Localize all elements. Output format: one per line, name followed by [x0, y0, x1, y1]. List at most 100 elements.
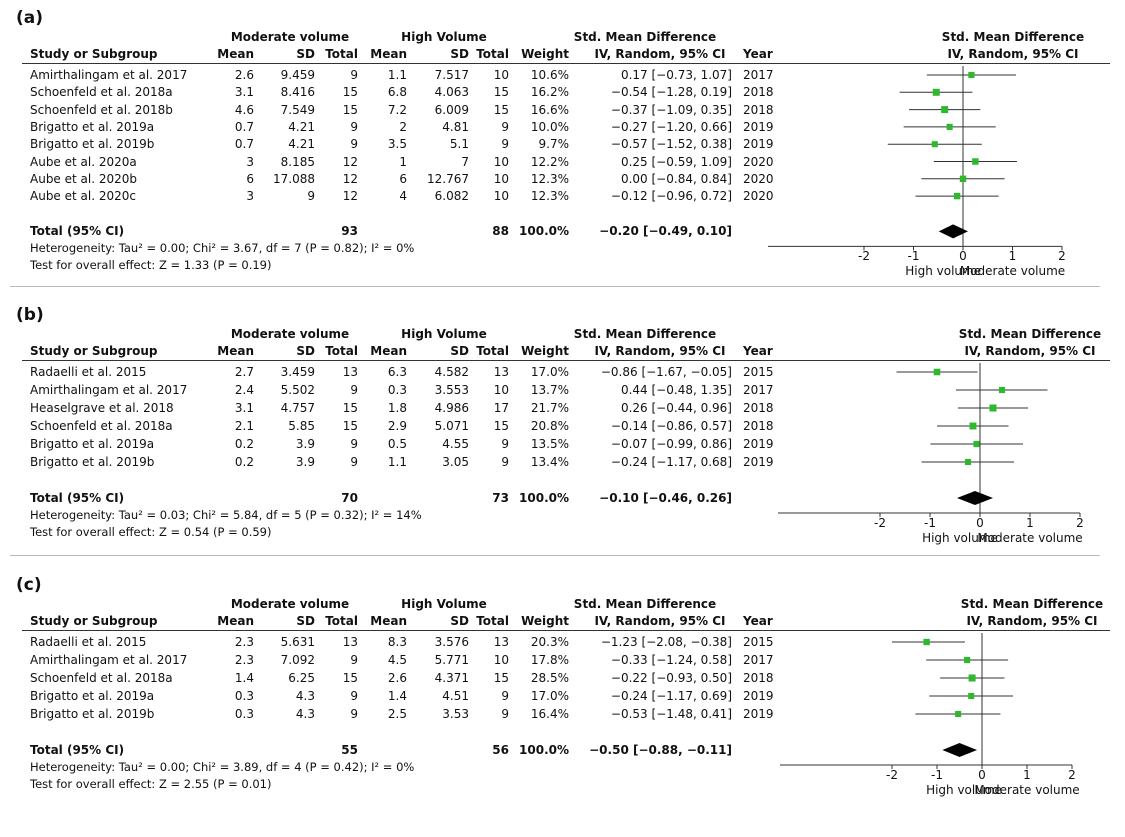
year-cell: 2019 — [743, 137, 774, 152]
year-cell: 2018 — [743, 419, 774, 433]
high-sd-cell: 4.986 — [434, 401, 469, 415]
pooled-diamond — [942, 743, 978, 757]
high-sd-cell: 12.767 — [427, 171, 469, 186]
x-tick-label: -2 — [858, 249, 870, 264]
total-label: Total (95% CI) — [30, 224, 125, 239]
study-point — [964, 656, 971, 664]
pooled-diamond — [938, 224, 968, 239]
mod-total-cell: 9 — [350, 137, 358, 152]
high-total-cell: 9 — [501, 455, 509, 469]
weight-cell: 20.8% — [530, 419, 569, 433]
mod-sd-cell: 4.21 — [288, 137, 315, 152]
mod-sd-cell: 17.088 — [273, 171, 315, 186]
col-header-high-sd: SD — [450, 614, 469, 628]
high-sd-cell: 5.771 — [434, 653, 469, 667]
mod-total-cell: 12 — [342, 171, 358, 186]
study-point — [969, 422, 977, 430]
total-weight: 100.0% — [519, 743, 569, 757]
high-total-cell: 17 — [493, 401, 509, 415]
col-header-high-sd: SD — [450, 344, 469, 358]
total-mod-n: 93 — [341, 224, 358, 239]
ci-cell: −0.07 [−0.99, 0.86] — [610, 437, 732, 451]
mod-mean-cell: 2.1 — [234, 419, 254, 433]
year-cell: 2017 — [743, 383, 774, 397]
col-header-mod-sd: SD — [296, 614, 315, 628]
col-header-year: Year — [743, 47, 773, 61]
year-cell: 2019 — [743, 455, 774, 469]
mod-total-cell: 15 — [342, 401, 358, 415]
high-mean-cell: 4.5 — [387, 653, 407, 667]
panel-separator — [10, 555, 1100, 556]
col-header-ci: IV, Random, 95% CI — [594, 614, 726, 628]
mod-mean-cell: 2.6 — [234, 68, 254, 82]
high-mean-cell: 1 — [399, 154, 407, 169]
high-sd-cell: 3.576 — [434, 635, 469, 649]
high-sd-cell: 3.53 — [442, 707, 469, 721]
study-name: Brigatto et al. 2019a — [30, 437, 155, 451]
year-cell: 2015 — [743, 635, 774, 649]
study-point — [946, 123, 953, 130]
col-header-study: Study or Subgroup — [30, 47, 158, 61]
study-name: Brigatto et al. 2019b — [30, 455, 155, 469]
axis-right-label: Moderate volume — [974, 783, 1080, 797]
group-header-moderate: Moderate volume — [230, 30, 350, 44]
x-tick-label: 1 — [1023, 768, 1031, 782]
col-header-high-total: Total — [476, 344, 509, 358]
mod-total-cell: 9 — [350, 437, 358, 451]
heterogeneity-text: Heterogeneity: Tau² = 0.00; Chi² = 3.67,… — [30, 241, 415, 256]
ci-cell: −0.14 [−0.86, 0.57] — [610, 419, 732, 433]
mod-mean-cell: 4.6 — [234, 102, 254, 117]
col-header-high-mean: Mean — [370, 47, 407, 61]
high-total-cell: 10 — [493, 653, 509, 667]
mod-mean-cell: 3 — [246, 189, 254, 204]
x-tick-label: 0 — [959, 249, 967, 264]
high-mean-cell: 1.1 — [387, 68, 407, 82]
study-name: Brigatto et al. 2019a — [30, 119, 155, 134]
mod-sd-cell: 5.631 — [280, 635, 315, 649]
col-header-year: Year — [743, 614, 773, 628]
high-total-cell: 10 — [493, 189, 509, 204]
col-header-mod-total: Total — [325, 344, 358, 358]
col-header-ci: IV, Random, 95% CI — [594, 344, 726, 358]
mod-mean-cell: 2.7 — [234, 365, 254, 379]
axis-right-label: Moderate volume — [959, 264, 1066, 279]
mod-total-cell: 9 — [350, 68, 358, 82]
total-ci: −0.10 [−0.46, 0.26] — [599, 491, 732, 505]
high-sd-cell: 4.582 — [434, 365, 469, 379]
panel-separator — [10, 286, 1100, 287]
mod-mean-cell: 3 — [246, 154, 254, 169]
high-sd-cell: 6.082 — [434, 189, 469, 204]
ci-cell: −0.37 [−1.09, 0.35] — [610, 102, 732, 117]
pooled-diamond — [957, 491, 993, 505]
high-total-cell: 10 — [493, 154, 509, 169]
group-header-moderate: Moderate volume — [230, 327, 350, 341]
panel-label: (c) — [16, 575, 42, 595]
total-high-n: 56 — [492, 743, 509, 757]
ci-cell: −0.33 [−1.24, 0.58] — [610, 653, 732, 667]
high-mean-cell: 1.4 — [387, 689, 407, 703]
smd-plot-header-title: Std. Mean Difference — [960, 597, 1104, 611]
total-high-n: 88 — [492, 224, 509, 239]
panel-label: (b) — [16, 305, 44, 325]
mod-sd-cell: 6.25 — [288, 671, 315, 685]
study-name: Aube et al. 2020b — [30, 171, 138, 186]
total-ci: −0.50 [−0.88, −0.11] — [589, 743, 732, 757]
smd-header-title: Std. Mean Difference — [573, 327, 717, 341]
axis-right-label: Moderate volume — [977, 531, 1083, 545]
col-header-mod-mean: Mean — [217, 614, 254, 628]
smd-header-title: Std. Mean Difference — [573, 597, 717, 611]
high-mean-cell: 2.9 — [387, 419, 407, 433]
high-sd-cell: 3.553 — [434, 383, 469, 397]
year-cell: 2020 — [743, 189, 774, 204]
study-name: Brigatto et al. 2019b — [30, 137, 155, 152]
weight-cell: 21.7% — [530, 401, 569, 415]
total-label: Total (95% CI) — [30, 743, 125, 757]
high-total-cell: 9 — [501, 689, 509, 703]
mod-mean-cell: 0.7 — [234, 137, 254, 152]
weight-cell: 17.8% — [530, 653, 569, 667]
mod-mean-cell: 2.3 — [234, 653, 254, 667]
col-header-high-mean: Mean — [370, 614, 407, 628]
study-name: Heaselgrave et al. 2018 — [30, 401, 174, 415]
year-cell: 2017 — [743, 653, 774, 667]
high-sd-cell: 5.071 — [434, 419, 469, 433]
